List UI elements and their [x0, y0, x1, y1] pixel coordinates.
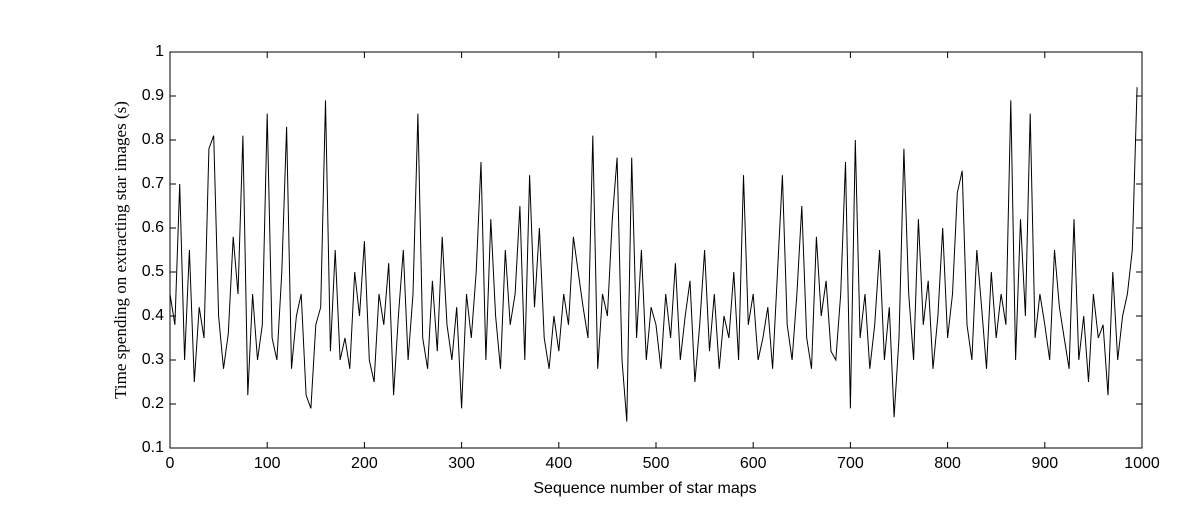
- y-tick-label: 0.5: [142, 263, 164, 280]
- x-tick-label: 100: [254, 455, 281, 472]
- y-tick-label: 0.7: [142, 175, 164, 192]
- y-tick-label: 0.2: [142, 395, 164, 412]
- y-axis-label: Time spending on extracting star images …: [111, 101, 130, 399]
- y-tick-label: 0.4: [142, 307, 164, 324]
- x-tick-label: 300: [448, 455, 475, 472]
- y-tick-label: 0.6: [142, 219, 164, 236]
- y-tick-label: 0.9: [142, 87, 164, 104]
- x-tick-label: 400: [545, 455, 572, 472]
- x-tick-label: 700: [837, 455, 864, 472]
- plot-frame: [169, 51, 1143, 449]
- x-tick-label: 900: [1031, 455, 1058, 472]
- x-tick-label: 1000: [1124, 455, 1160, 472]
- x-tick-label: 0: [166, 455, 175, 472]
- y-tick-label: 0.1: [142, 439, 164, 456]
- x-tick-label: 600: [740, 455, 767, 472]
- x-axis-label: Sequence number of star maps: [533, 480, 756, 497]
- x-tick-label: 200: [351, 455, 378, 472]
- y-tick-label: 1: [155, 43, 164, 60]
- y-tick-label: 0.8: [142, 131, 164, 148]
- x-tick-label: 800: [934, 455, 961, 472]
- x-tick-label: 500: [643, 455, 670, 472]
- y-tick-label: 0.3: [142, 351, 164, 368]
- data-line: [169, 87, 1138, 422]
